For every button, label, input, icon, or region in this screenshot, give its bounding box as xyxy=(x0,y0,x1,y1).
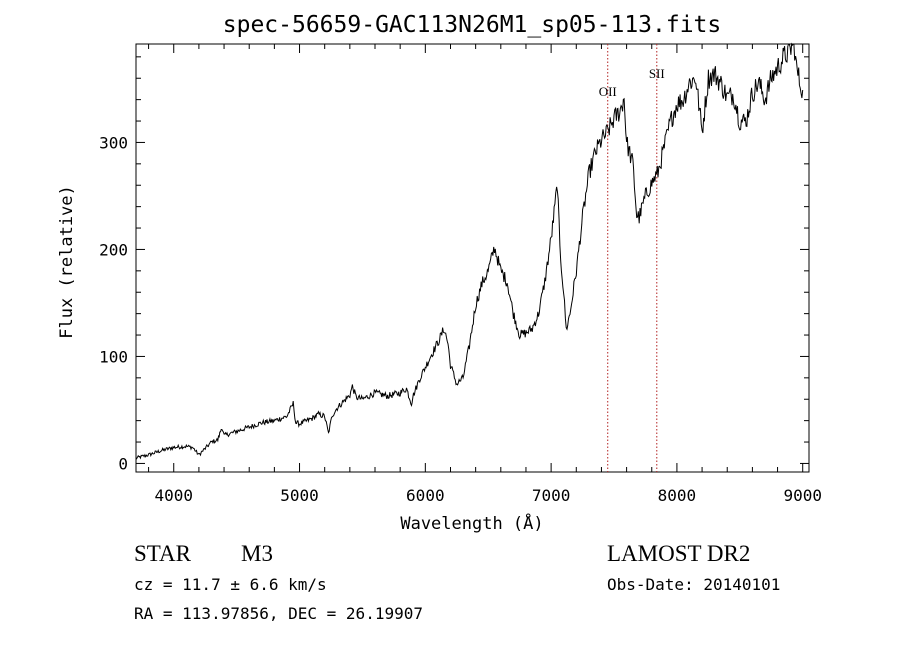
x-tick-label: 9000 xyxy=(783,486,822,505)
annotation-label: SII xyxy=(649,66,665,81)
y-tick-label: 0 xyxy=(118,454,128,473)
x-tick-label: 4000 xyxy=(154,486,193,505)
x-axis-label: Wavelength (Å) xyxy=(400,512,543,534)
y-tick-label: 100 xyxy=(99,347,128,366)
redshift-info: cz = 11.7 ± 6.6 km/s xyxy=(134,575,327,594)
chart-title: spec-56659-GAC113N26M1_sp05-113.fits xyxy=(223,12,722,38)
observation-date: Obs-Date: 20140101 xyxy=(607,575,780,594)
x-tick-label: 6000 xyxy=(406,486,445,505)
y-tick-label: 200 xyxy=(99,240,128,259)
x-axis-ticks: 4000 5000 6000 7000 8000 9000 xyxy=(148,44,822,505)
object-class: STAR xyxy=(134,541,192,566)
annotation-label: OII xyxy=(599,84,617,99)
y-axis-label: Flux (relative) xyxy=(57,185,77,339)
survey-name: LAMOST DR2 xyxy=(607,541,750,566)
x-tick-label: 8000 xyxy=(658,486,697,505)
line-annotations: OII SII xyxy=(599,44,665,472)
spectrum-line xyxy=(135,42,804,460)
x-tick-label: 5000 xyxy=(280,486,319,505)
plot-frame xyxy=(135,43,810,473)
y-tick-label: 300 xyxy=(99,133,128,152)
object-subclass: M3 xyxy=(241,541,273,566)
y-axis-ticks: 0 100 200 300 xyxy=(99,56,809,473)
coordinates-info: RA = 113.97856, DEC = 26.19907 xyxy=(134,604,423,623)
x-tick-label: 7000 xyxy=(532,486,571,505)
